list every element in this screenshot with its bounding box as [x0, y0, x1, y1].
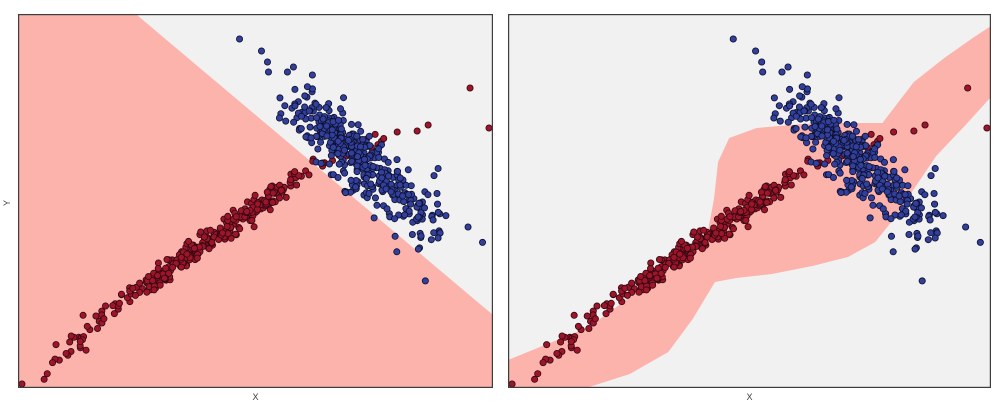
panel-nonlinear-boundary — [508, 14, 991, 388]
points-class-red — [18, 84, 493, 388]
panel-linear-boundary — [18, 14, 493, 388]
scatter-plot-nonlinear-boundary — [508, 14, 991, 388]
points-class-blue — [729, 35, 984, 285]
y-axis-label-left: Y — [2, 199, 12, 206]
x-axis-label-left: X — [252, 392, 259, 402]
scatter-plot-linear-boundary — [18, 14, 493, 388]
x-axis-label-right: X — [746, 392, 753, 402]
points-class-blue — [236, 35, 487, 285]
